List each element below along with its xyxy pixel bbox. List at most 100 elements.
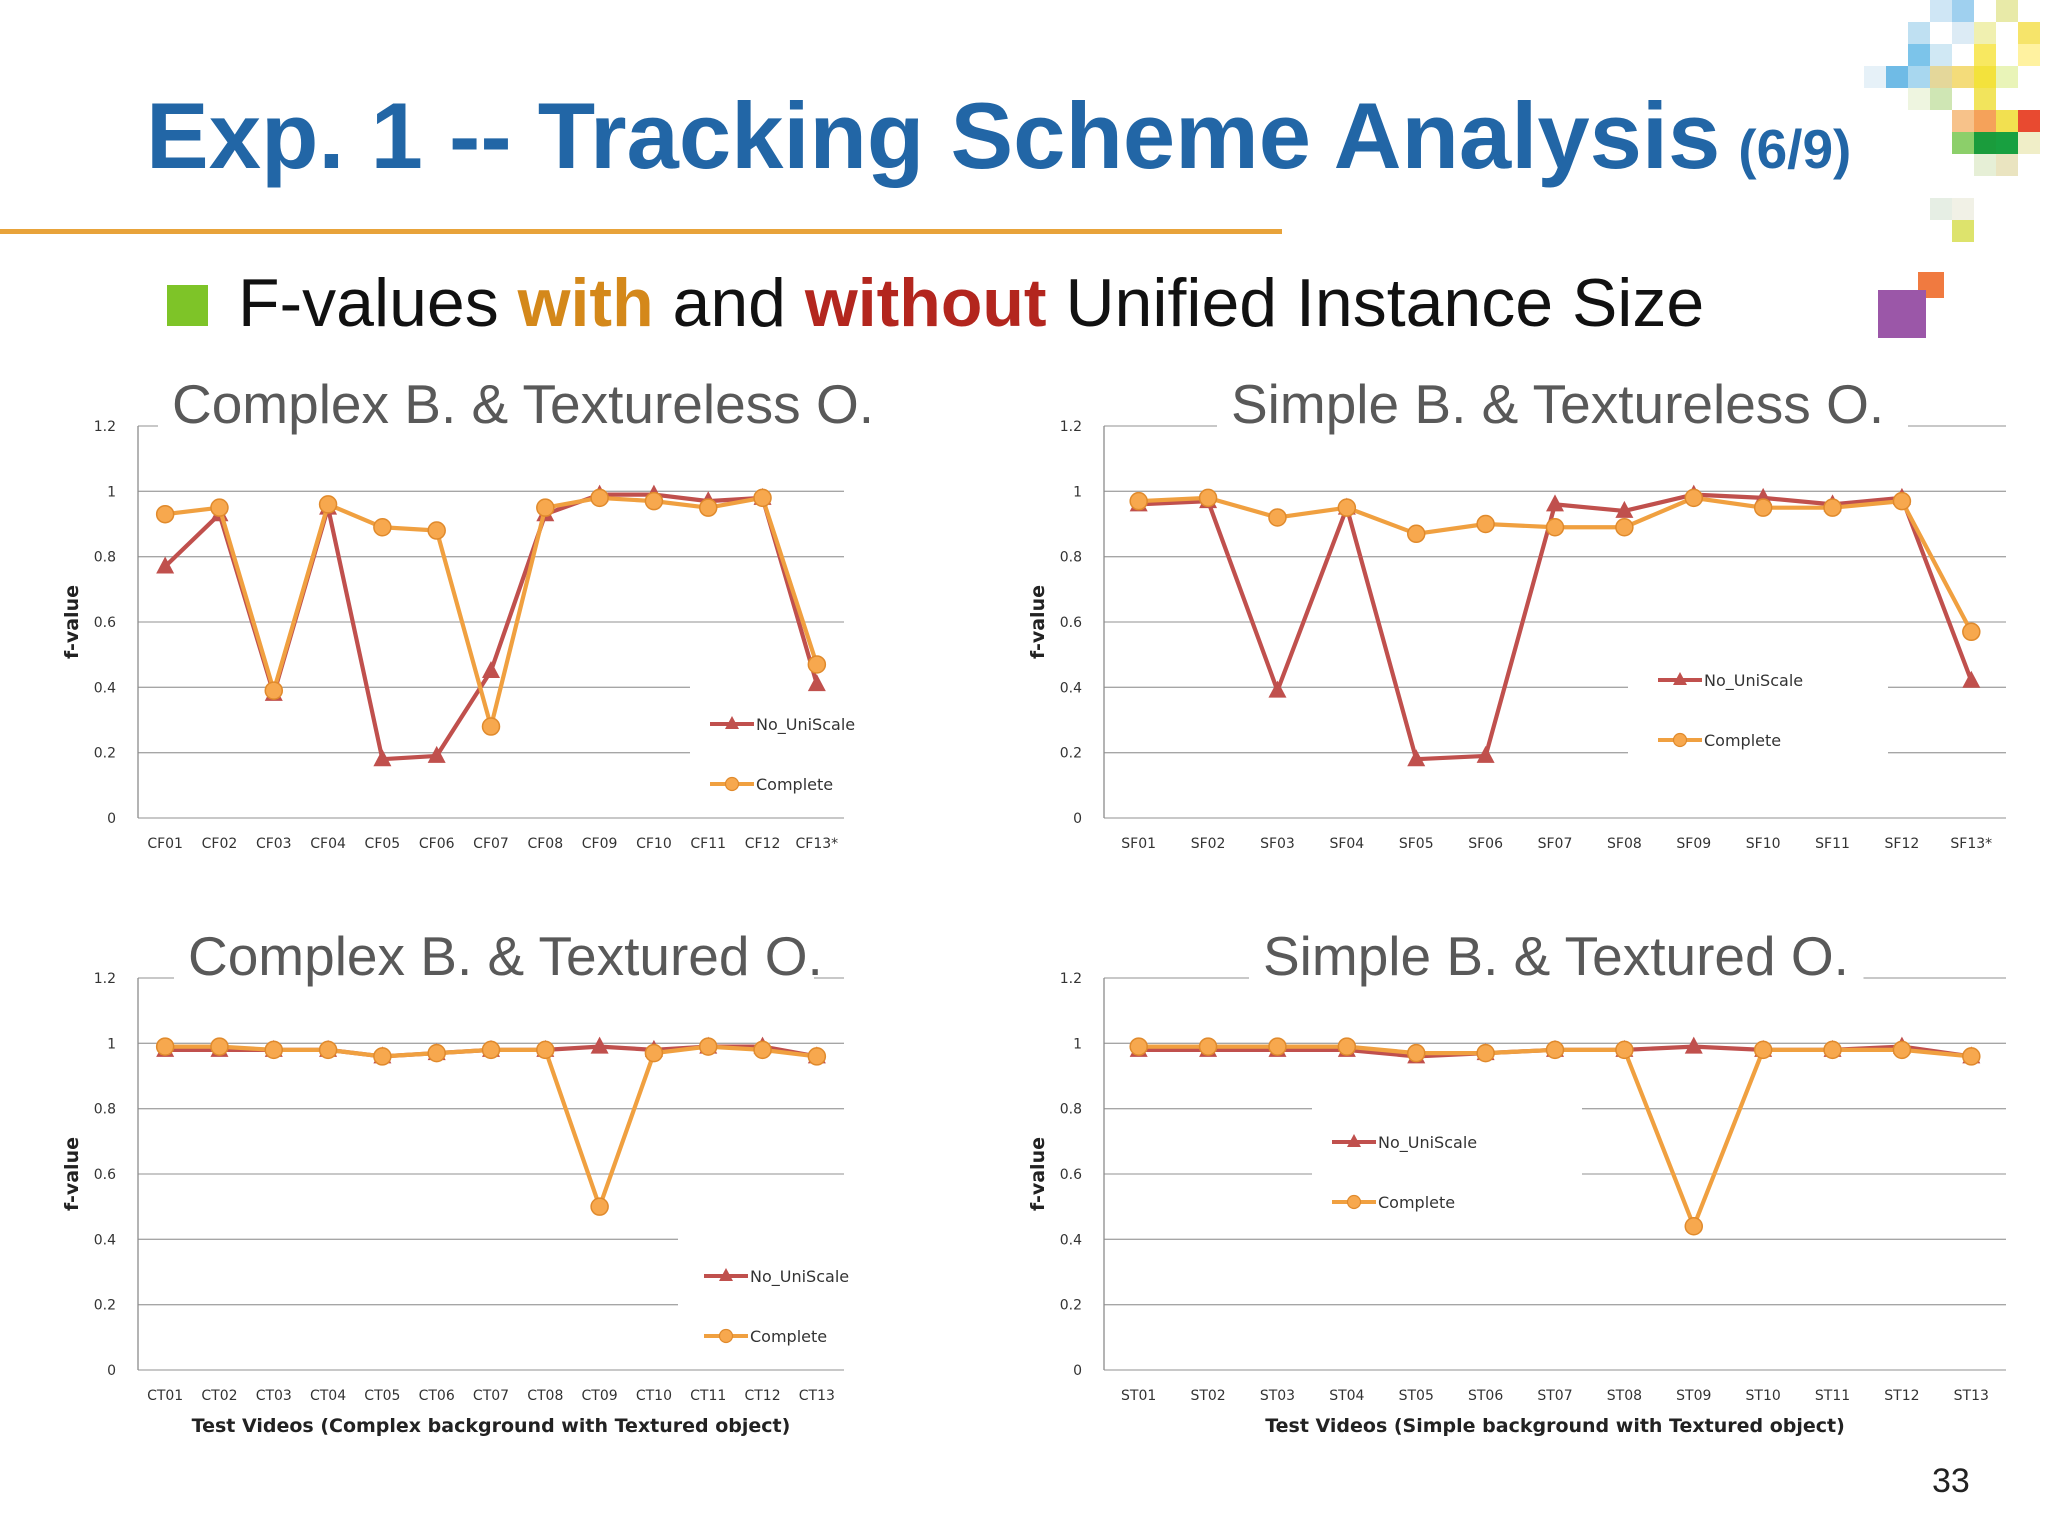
chart-title: Simple B. & Textureless O. [1231,373,1884,435]
x-tick-label: SF04 [1329,836,1364,852]
y-tick-label: 0 [1073,811,1082,827]
data-point-no-uniscale [482,661,500,678]
x-tick-label: CT11 [690,1388,726,1404]
y-axis-label: f-value [61,1137,83,1211]
data-point-complete [644,491,664,511]
legend-label: Complete [756,775,833,794]
x-tick-label: CF12 [745,836,781,852]
data-point-complete [427,1043,446,1063]
data-point-complete [1684,1217,1704,1236]
data-point-no-uniscale [156,556,175,574]
x-tick-label: SF11 [1815,836,1850,852]
bullet-text: F-values with and without Unified Instan… [238,264,1704,342]
x-tick-label: ST02 [1190,1388,1225,1404]
x-tick-label: CF11 [690,836,726,852]
x-tick-label: CT08 [527,1388,563,1404]
y-axis-label: f-value [1027,585,1049,659]
data-point-complete [807,1047,827,1066]
data-point-complete [1962,622,1981,642]
bullet-square-icon [167,285,208,326]
data-point-complete [1545,1040,1565,1060]
legend-triangle-icon [1347,1134,1361,1147]
legend-label: No_UniScale [756,715,855,735]
chart-title: Complex B. & Textureless O. [172,373,874,435]
data-point-no-uniscale [590,1036,609,1054]
x-tick-label: CT09 [582,1388,618,1404]
series-line-complete [165,1044,818,1209]
data-point-complete [1753,1040,1773,1060]
x-tick-label: CT07 [473,1388,509,1404]
data-point-no-uniscale [1615,500,1634,518]
data-point-complete [318,1040,338,1060]
chart-title-bg [158,376,875,434]
legend-label: No_UniScale [750,1267,849,1287]
x-tick-label: ST06 [1468,1388,1503,1404]
bullet-with: with [517,265,654,341]
x-tick-label: ST08 [1607,1388,1642,1404]
series-line-complete [1138,495,1974,633]
data-point-complete [536,1040,555,1060]
data-point-complete [318,495,338,514]
data-point-no-uniscale [1476,745,1495,763]
y-tick-label: 1 [107,1036,116,1052]
y-tick-label: 0.4 [1060,680,1082,696]
legend-triangle-icon [1673,672,1687,685]
x-tick-label: CF13* [796,836,839,852]
data-point-complete [155,1037,175,1056]
y-tick-label: 1 [1073,484,1082,500]
x-tick-label: ST12 [1884,1388,1919,1404]
data-point-no-uniscale [1268,680,1287,698]
x-tick-label: CF05 [365,836,401,852]
bullet-part3: Unified Instance Size [1046,265,1705,341]
data-point-complete [807,655,827,674]
chart-simple-textureless: 0 0.2 0.4 0.6 0.8 1 1.2 Simple B. & Textureless… [1027,373,2006,852]
x-tick-label: ST09 [1676,1388,1711,1404]
data-point-complete [481,1040,501,1060]
y-tick-label: 0.8 [1060,550,1082,566]
data-point-complete [1198,1037,1218,1056]
slide-title-suffix: (6/9) [1738,118,1852,180]
legend-label: Complete [750,1327,827,1346]
y-tick-label: 1.2 [94,971,116,987]
data-point-complete [1406,1043,1426,1063]
data-point-complete [698,1037,718,1056]
data-point-complete [373,1047,392,1066]
x-tick-label: SF10 [1746,836,1781,852]
chart-complex-textureless: 0 0.2 0.4 0.6 0.8 1 1.2 Complex B. & Textureles… [61,373,930,852]
x-tick-label: CF09 [582,836,618,852]
slide-title-text: Exp. 1 -- Tracking Scheme Analysis [146,83,1721,188]
data-point-no-uniscale [1546,494,1564,512]
x-tick-label: ST04 [1329,1388,1364,1404]
x-tick-label: CT04 [310,1388,346,1404]
x-tick-label: CT01 [147,1388,183,1404]
y-tick-label: 0.8 [94,550,116,566]
data-point-no-uniscale [1407,749,1426,767]
legend-label: Complete [1378,1193,1455,1212]
legend-bg [690,686,930,816]
data-point-complete [1962,1047,1981,1066]
data-point-no-uniscale [1684,1036,1703,1054]
x-tick-label: SF09 [1676,836,1711,852]
bullet-part1: F-values [238,265,518,341]
data-point-complete [1892,491,1912,511]
data-point-no-uniscale [1962,670,1981,688]
y-tick-label: 0.6 [94,615,116,631]
data-point-complete [536,498,555,517]
legend-label: Complete [1704,731,1781,750]
y-tick-label: 0.2 [94,1298,116,1314]
y-tick-label: 0.4 [94,680,116,696]
y-axis-label: f-value [1027,1137,1049,1211]
legend-circle-icon [1346,1194,1362,1210]
x-tick-label: CT03 [256,1388,292,1404]
chart-title: Complex B. & Textured O. [188,925,823,987]
data-point-complete [210,1037,229,1056]
x-tick-label: CT06 [419,1388,455,1404]
data-point-complete [373,518,392,537]
y-tick-label: 1.2 [1060,971,1082,987]
data-point-complete [155,504,175,524]
data-point-complete [1337,1037,1357,1056]
y-tick-label: 0.6 [1060,1167,1082,1183]
chart-title-bg [174,928,814,986]
data-point-complete [590,1197,609,1216]
x-tick-label: CT12 [744,1388,780,1404]
